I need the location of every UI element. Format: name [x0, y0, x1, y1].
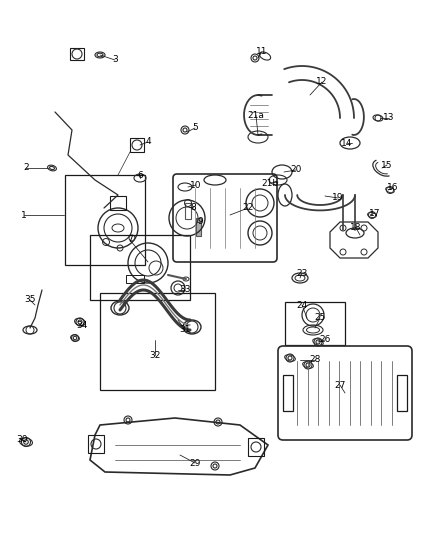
Bar — [126, 275, 144, 283]
Text: 31: 31 — [179, 326, 191, 335]
Text: 19: 19 — [332, 193, 344, 203]
Bar — [90, 235, 190, 300]
Text: 14: 14 — [341, 139, 353, 148]
Bar — [70, 48, 84, 60]
Text: 11: 11 — [256, 47, 268, 56]
Text: 28: 28 — [309, 356, 321, 365]
Text: 3: 3 — [112, 55, 118, 64]
Text: 22: 22 — [242, 204, 254, 213]
Text: 24: 24 — [297, 301, 307, 310]
Bar — [283, 375, 293, 411]
Text: 25: 25 — [314, 313, 326, 322]
Text: 18: 18 — [350, 223, 362, 232]
Bar — [65, 175, 145, 265]
Bar — [100, 293, 215, 390]
Bar — [130, 138, 144, 152]
Text: 16: 16 — [387, 183, 399, 192]
Text: 1: 1 — [21, 211, 27, 220]
Text: 27: 27 — [334, 381, 346, 390]
Bar — [185, 203, 191, 219]
Text: 7: 7 — [127, 236, 133, 245]
Text: 2: 2 — [23, 164, 29, 173]
Text: 30: 30 — [16, 435, 28, 445]
Text: 33: 33 — [179, 286, 191, 295]
Text: 9: 9 — [197, 217, 203, 227]
Bar — [248, 438, 264, 456]
Text: 23: 23 — [297, 269, 307, 278]
Text: 8: 8 — [190, 203, 196, 212]
Text: 21b: 21b — [261, 179, 279, 188]
Text: 29: 29 — [189, 458, 201, 467]
Text: 17: 17 — [369, 208, 381, 217]
Text: 34: 34 — [76, 320, 88, 329]
Text: 13: 13 — [383, 114, 395, 123]
Text: 12: 12 — [316, 77, 328, 86]
Text: 35: 35 — [24, 295, 36, 304]
Bar — [110, 196, 126, 210]
Bar — [88, 435, 104, 453]
Text: 15: 15 — [381, 160, 393, 169]
Text: 4: 4 — [145, 138, 151, 147]
Text: 6: 6 — [137, 171, 143, 180]
Text: 32: 32 — [149, 351, 161, 359]
Bar — [285, 302, 345, 345]
Bar — [397, 375, 407, 411]
Text: 26: 26 — [319, 335, 331, 344]
Text: 21a: 21a — [247, 110, 265, 119]
Text: 10: 10 — [190, 181, 202, 190]
Text: 20: 20 — [290, 166, 302, 174]
Bar — [196, 218, 201, 236]
Text: 5: 5 — [192, 124, 198, 133]
